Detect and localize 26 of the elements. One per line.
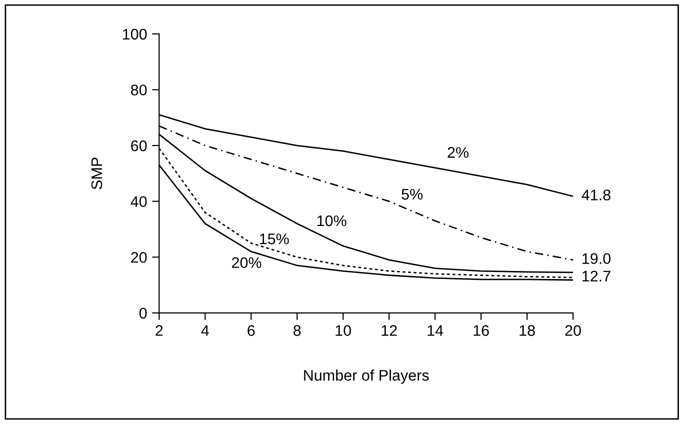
y-tick-label: 100 [123, 28, 147, 40]
x-tick-label: 16 [474, 325, 489, 336]
y-tick-label: 40 [130, 196, 147, 207]
x-tick-label: 8 [294, 325, 301, 336]
x-tick-label: 6 [248, 325, 255, 336]
x-tick-label: 14 [428, 325, 444, 336]
series-label: 15% [260, 234, 289, 244]
text: 12.7 [582, 270, 610, 282]
text: 41.8 [582, 190, 610, 200]
series-label: 20% [232, 257, 262, 268]
series-label: 5% [402, 188, 423, 200]
x-tick-label: 10 [336, 325, 351, 336]
y-axis-title: SMP [91, 158, 102, 190]
y-tick-label: 0 [139, 308, 147, 319]
y-tick-label: 20 [131, 252, 147, 263]
x-tick-label: 12 [382, 325, 397, 336]
x-tick-label: 18 [520, 325, 535, 336]
series-label: 10% [317, 215, 346, 226]
x-tick-label: 2 [156, 325, 163, 336]
x-axis-title: Number of Players [304, 370, 429, 384]
text: 19.0 [582, 253, 611, 264]
x-tick-label: 20 [565, 325, 581, 336]
y-tick-label: 60 [131, 140, 147, 152]
y-tick-label: 80 [131, 84, 147, 96]
series-label: 2% [448, 147, 469, 158]
x-tick-label: 4 [201, 325, 209, 336]
